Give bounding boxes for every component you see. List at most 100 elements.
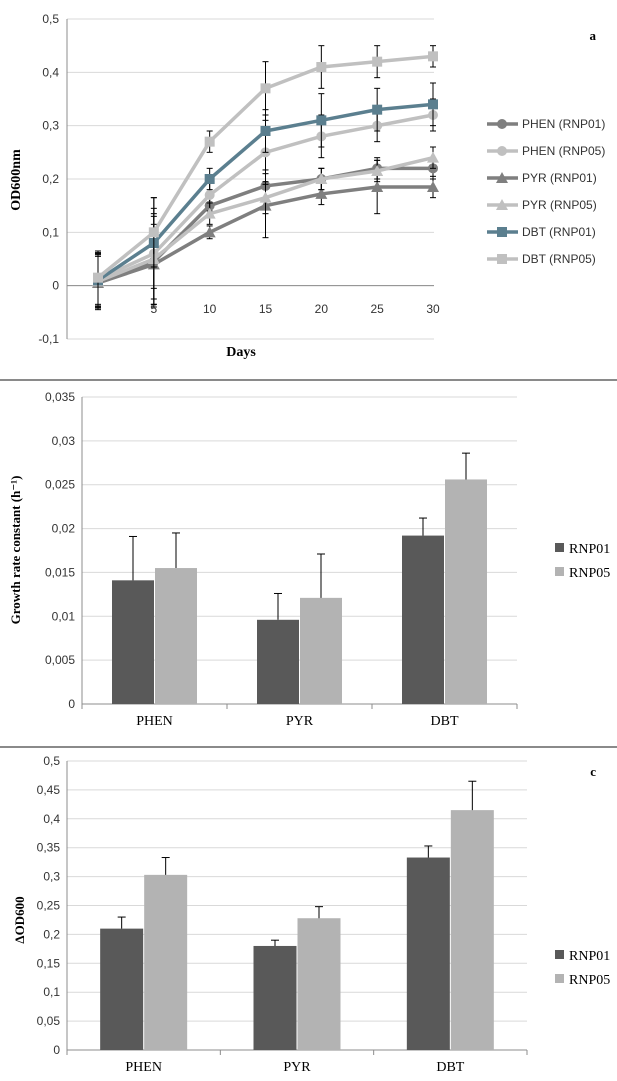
a-legend-marker bbox=[497, 146, 507, 156]
b-legend-swatch bbox=[555, 567, 564, 576]
a-x-tick-label: 20 bbox=[315, 302, 329, 316]
b-bar-rnp05 bbox=[155, 568, 197, 704]
c-y-tick-label: 0,45 bbox=[37, 783, 61, 797]
c-legend-swatch bbox=[555, 974, 564, 983]
c-bar-rnp01 bbox=[100, 928, 144, 1050]
b-x-tick-label: PYR bbox=[286, 714, 314, 729]
c-y-tick-label: 0 bbox=[53, 1043, 60, 1057]
panel-c-y-axis-title: ΔOD600 bbox=[12, 896, 27, 943]
b-legend-item: RNP01 bbox=[555, 542, 610, 557]
a-point bbox=[260, 126, 271, 136]
b-y-tick-label: 0,025 bbox=[45, 478, 75, 492]
c-error-bar bbox=[315, 906, 323, 919]
c-legend-item: RNP01 bbox=[555, 949, 610, 964]
a-legend-marker bbox=[497, 254, 507, 264]
c-legend-item: RNP05 bbox=[555, 973, 610, 988]
c-error-bar bbox=[468, 780, 477, 811]
a-x-tick-label: 30 bbox=[426, 302, 440, 316]
c-y-tick-label: 0,05 bbox=[37, 1014, 61, 1028]
a-legend-item: DBT (RNP01) bbox=[487, 225, 596, 239]
a-point bbox=[316, 115, 327, 126]
b-error-bar bbox=[317, 553, 325, 598]
c-legend-label: RNP01 bbox=[569, 949, 610, 964]
a-legend-label: PHEN (RNP05) bbox=[522, 144, 605, 158]
a-point bbox=[316, 62, 327, 72]
a-legend-label: DBT (RNP01) bbox=[522, 225, 596, 239]
c-error-bar bbox=[161, 857, 170, 875]
c-bar-rnp05 bbox=[297, 918, 341, 1050]
c-x-tick-label: PHEN bbox=[125, 1060, 162, 1075]
a-series-5 bbox=[93, 45, 438, 305]
a-point bbox=[260, 83, 271, 94]
a-point bbox=[315, 173, 328, 184]
a-point bbox=[204, 136, 215, 147]
a-legend-item: PYR (RNP05) bbox=[487, 198, 597, 212]
a-point bbox=[427, 151, 439, 163]
panel-c-bar-chart: c ΔOD600 0 0,05 0,1 0,15 0,2 0,25 0,3 0,35 0,4 0,… bbox=[12, 754, 610, 1075]
b-error-bar bbox=[419, 517, 427, 536]
c-bar-rnp05 bbox=[144, 874, 188, 1050]
b-y-tick-label: 0,035 bbox=[45, 390, 75, 404]
a-legend-item: PHEN (RNP01) bbox=[487, 117, 605, 131]
a-legend-marker bbox=[497, 119, 507, 129]
b-bar-rnp01 bbox=[257, 619, 299, 704]
b-y-tick-label: 0,005 bbox=[45, 653, 75, 667]
c-bar-rnp01 bbox=[406, 857, 450, 1050]
a-point bbox=[428, 99, 438, 110]
c-y-tick-label: 0,1 bbox=[43, 985, 60, 999]
c-y-tick-label: 0,2 bbox=[43, 927, 60, 941]
c-x-tick-label: PYR bbox=[283, 1060, 311, 1075]
a-legend-label: PYR (RNP05) bbox=[522, 198, 597, 212]
a-point bbox=[427, 181, 439, 192]
c-legend-swatch bbox=[555, 950, 564, 959]
a-point bbox=[204, 174, 215, 184]
c-error-bar bbox=[117, 916, 126, 929]
b-y-tick-label: 0,015 bbox=[45, 565, 75, 579]
panel-a-label: a bbox=[590, 28, 597, 43]
b-y-tick-label: 0,02 bbox=[52, 522, 76, 536]
c-y-tick-label: 0,3 bbox=[43, 870, 60, 884]
b-legend-label: RNP05 bbox=[569, 566, 610, 581]
a-point bbox=[371, 181, 384, 192]
b-bar-rnp05 bbox=[300, 597, 342, 704]
b-error-bar bbox=[172, 532, 180, 569]
b-legend-item: RNP05 bbox=[555, 566, 610, 581]
c-y-tick-label: 0,15 bbox=[37, 956, 61, 970]
a-point bbox=[203, 226, 216, 238]
c-bar-rnp05 bbox=[450, 810, 494, 1050]
a-point bbox=[203, 207, 216, 219]
b-error-bar bbox=[129, 535, 137, 581]
a-point bbox=[371, 165, 384, 176]
a-point bbox=[204, 190, 215, 200]
c-y-tick-label: 0,35 bbox=[37, 841, 61, 855]
a-y-tick-label: 0,2 bbox=[42, 172, 59, 186]
c-error-bar bbox=[271, 939, 279, 946]
a-point bbox=[93, 272, 103, 283]
a-legend-item: PYR (RNP01) bbox=[487, 171, 597, 185]
panel-c-label: c bbox=[590, 764, 596, 779]
a-point bbox=[428, 51, 438, 62]
a-legend-marker bbox=[496, 199, 508, 210]
a-legend-item: DBT (RNP05) bbox=[487, 252, 596, 266]
b-legend-swatch bbox=[555, 543, 564, 552]
b-y-tick-label: 0,01 bbox=[52, 609, 76, 623]
panel-b-y-axis-title: Growth rate constant (h⁻¹) bbox=[8, 476, 23, 625]
a-legend-label: DBT (RNP05) bbox=[522, 252, 596, 266]
a-x-tick-label: 15 bbox=[259, 302, 273, 316]
c-x-tick-label: DBT bbox=[436, 1060, 464, 1075]
a-point bbox=[372, 56, 383, 67]
panel-a-line-chart: a OD600nm Days -0,1 0 0,1 0,2 0,3 0,4 0,5 5 10 15… bbox=[9, 12, 605, 360]
c-legend-label: RNP05 bbox=[569, 973, 610, 988]
c-y-tick-label: 0,4 bbox=[43, 812, 60, 826]
a-point bbox=[372, 104, 383, 115]
a-y-tick-label: 0,4 bbox=[42, 65, 59, 79]
c-bar-rnp01 bbox=[253, 945, 297, 1050]
a-legend-item: PHEN (RNP05) bbox=[487, 144, 605, 158]
panel-b-bar-chart: Growth rate constant (h⁻¹) 0 0,005 0,01 0,0… bbox=[8, 390, 610, 729]
b-legend-label: RNP01 bbox=[569, 542, 610, 557]
a-y-tick-label: 0,5 bbox=[42, 12, 59, 26]
a-legend-label: PHEN (RNP01) bbox=[522, 117, 605, 131]
c-error-bar bbox=[424, 845, 433, 858]
b-bar-rnp01 bbox=[112, 580, 154, 704]
